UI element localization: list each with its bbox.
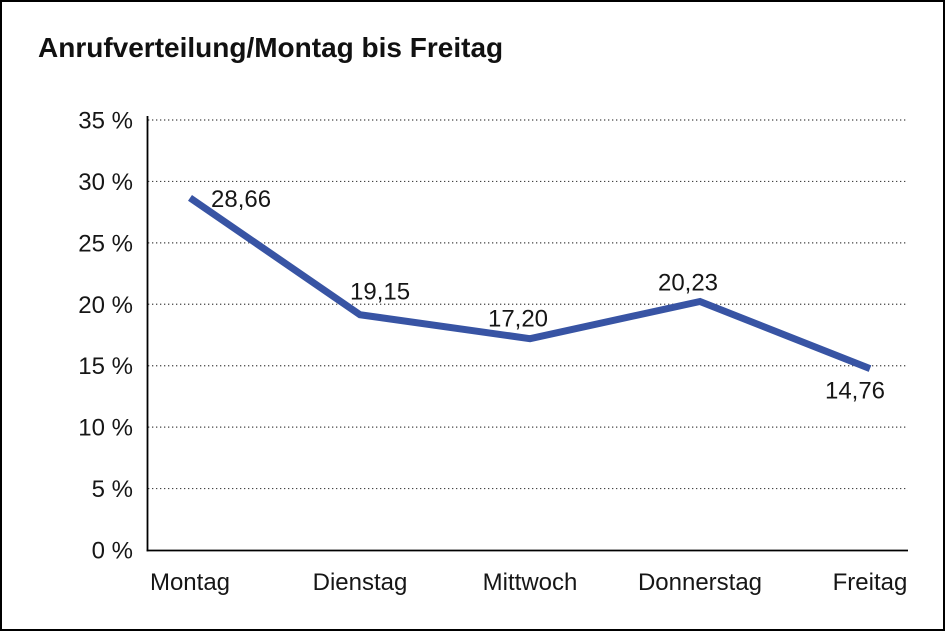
x-category-label: Mittwoch xyxy=(483,569,578,596)
y-tick-label: 35 % xyxy=(78,108,133,135)
y-tick-label: 20 % xyxy=(78,292,133,319)
y-tick-label: 15 % xyxy=(78,353,133,380)
x-category-label: Donnerstag xyxy=(638,569,762,596)
y-tick-label: 5 % xyxy=(92,476,133,503)
y-tick-label: 25 % xyxy=(78,230,133,257)
x-category-label: Dienstag xyxy=(313,569,408,596)
y-tick-label: 30 % xyxy=(78,169,133,196)
data-point-label: 14,76 xyxy=(825,378,885,405)
x-category-label: Freitag xyxy=(833,569,908,596)
chart-title: Anrufverteilung/Montag bis Freitag xyxy=(38,32,504,63)
data-point-label: 28,66 xyxy=(211,186,271,213)
data-point-label: 20,23 xyxy=(658,269,718,296)
y-tick-label: 0 % xyxy=(92,538,133,565)
y-tick-label: 10 % xyxy=(78,415,133,442)
x-category-label: Montag xyxy=(150,569,230,596)
data-point-label: 17,20 xyxy=(488,306,548,333)
series-line xyxy=(188,195,872,372)
data-point-label: 19,15 xyxy=(350,279,410,306)
